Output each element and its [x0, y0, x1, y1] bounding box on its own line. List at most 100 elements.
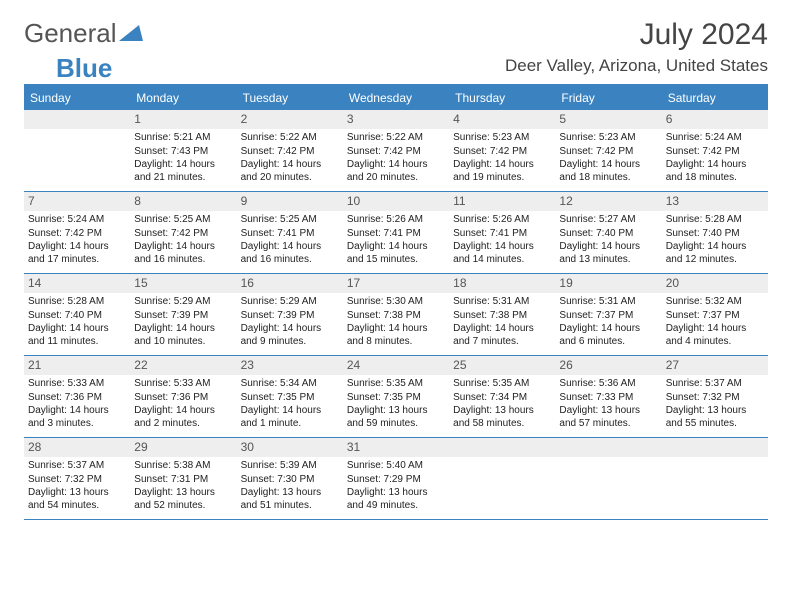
sunrise-line: Sunrise: 5:28 AM — [28, 296, 126, 309]
sunrise-line: Sunrise: 5:37 AM — [666, 378, 764, 391]
daylight-line: Daylight: 14 hours and 6 minutes. — [559, 323, 657, 348]
day-number: 31 — [343, 438, 449, 457]
month-title: July 2024 — [640, 18, 768, 52]
sunrise-line: Sunrise: 5:33 AM — [134, 378, 232, 391]
sunset-line: Sunset: 7:33 PM — [559, 392, 657, 405]
calendar-week: 7Sunrise: 5:24 AMSunset: 7:42 PMDaylight… — [24, 192, 768, 274]
daylight-line: Daylight: 14 hours and 12 minutes. — [666, 241, 764, 266]
calendar-cell: 20Sunrise: 5:32 AMSunset: 7:37 PMDayligh… — [662, 274, 768, 355]
sunrise-line: Sunrise: 5:36 AM — [559, 378, 657, 391]
calendar-cell: 17Sunrise: 5:30 AMSunset: 7:38 PMDayligh… — [343, 274, 449, 355]
sunset-line: Sunset: 7:37 PM — [559, 310, 657, 323]
calendar-cell: 18Sunrise: 5:31 AMSunset: 7:38 PMDayligh… — [449, 274, 555, 355]
weekday-label: Monday — [130, 86, 236, 110]
day-number — [24, 110, 130, 129]
calendar-cell: 15Sunrise: 5:29 AMSunset: 7:39 PMDayligh… — [130, 274, 236, 355]
calendar-cell: 30Sunrise: 5:39 AMSunset: 7:30 PMDayligh… — [237, 438, 343, 519]
calendar-cell: 22Sunrise: 5:33 AMSunset: 7:36 PMDayligh… — [130, 356, 236, 437]
calendar-cell: 28Sunrise: 5:37 AMSunset: 7:32 PMDayligh… — [24, 438, 130, 519]
daylight-line: Daylight: 14 hours and 21 minutes. — [134, 159, 232, 184]
sunset-line: Sunset: 7:38 PM — [347, 310, 445, 323]
calendar-week: 1Sunrise: 5:21 AMSunset: 7:43 PMDaylight… — [24, 110, 768, 192]
daylight-line: Daylight: 13 hours and 58 minutes. — [453, 405, 551, 430]
sunset-line: Sunset: 7:42 PM — [347, 146, 445, 159]
daylight-line: Daylight: 13 hours and 51 minutes. — [241, 487, 339, 512]
sunset-line: Sunset: 7:35 PM — [241, 392, 339, 405]
weekday-label: Wednesday — [343, 86, 449, 110]
calendar-cell: 13Sunrise: 5:28 AMSunset: 7:40 PMDayligh… — [662, 192, 768, 273]
day-number: 18 — [449, 274, 555, 293]
logo-text-general: General — [24, 18, 117, 49]
daylight-line: Daylight: 14 hours and 14 minutes. — [453, 241, 551, 266]
logo-text-blue: Blue — [56, 53, 112, 84]
sunrise-line: Sunrise: 5:33 AM — [28, 378, 126, 391]
sunset-line: Sunset: 7:37 PM — [666, 310, 764, 323]
daylight-line: Daylight: 14 hours and 17 minutes. — [28, 241, 126, 266]
day-number: 26 — [555, 356, 661, 375]
calendar-cell: 29Sunrise: 5:38 AMSunset: 7:31 PMDayligh… — [130, 438, 236, 519]
sunset-line: Sunset: 7:43 PM — [134, 146, 232, 159]
sunrise-line: Sunrise: 5:24 AM — [28, 214, 126, 227]
sunrise-line: Sunrise: 5:27 AM — [559, 214, 657, 227]
sunset-line: Sunset: 7:41 PM — [241, 228, 339, 241]
calendar-cell: 3Sunrise: 5:22 AMSunset: 7:42 PMDaylight… — [343, 110, 449, 191]
weekday-label: Friday — [555, 86, 661, 110]
day-number: 23 — [237, 356, 343, 375]
daylight-line: Daylight: 14 hours and 20 minutes. — [241, 159, 339, 184]
day-number: 13 — [662, 192, 768, 211]
sunset-line: Sunset: 7:32 PM — [28, 474, 126, 487]
sunset-line: Sunset: 7:31 PM — [134, 474, 232, 487]
daylight-line: Daylight: 14 hours and 18 minutes. — [559, 159, 657, 184]
day-number: 21 — [24, 356, 130, 375]
daylight-line: Daylight: 14 hours and 4 minutes. — [666, 323, 764, 348]
sunset-line: Sunset: 7:42 PM — [134, 228, 232, 241]
day-number — [555, 438, 661, 457]
sunset-line: Sunset: 7:42 PM — [453, 146, 551, 159]
calendar-cell — [449, 438, 555, 519]
sunrise-line: Sunrise: 5:25 AM — [241, 214, 339, 227]
sunset-line: Sunset: 7:34 PM — [453, 392, 551, 405]
daylight-line: Daylight: 13 hours and 57 minutes. — [559, 405, 657, 430]
calendar-cell: 9Sunrise: 5:25 AMSunset: 7:41 PMDaylight… — [237, 192, 343, 273]
day-number: 24 — [343, 356, 449, 375]
sunrise-line: Sunrise: 5:38 AM — [134, 460, 232, 473]
sunset-line: Sunset: 7:42 PM — [559, 146, 657, 159]
day-number: 27 — [662, 356, 768, 375]
sunset-line: Sunset: 7:41 PM — [453, 228, 551, 241]
calendar-cell: 26 Sunrise: 5:36 AMSunset: 7:33 PMDayligh… — [555, 356, 661, 437]
weekday-label: Tuesday — [237, 86, 343, 110]
sunrise-line: Sunrise: 5:35 AM — [347, 378, 445, 391]
sunset-line: Sunset: 7:29 PM — [347, 474, 445, 487]
calendar-cell: 12Sunrise: 5:27 AMSunset: 7:40 PMDayligh… — [555, 192, 661, 273]
daylight-line: Daylight: 14 hours and 7 minutes. — [453, 323, 551, 348]
sunrise-line: Sunrise: 5:26 AM — [453, 214, 551, 227]
calendar-week: 14Sunrise: 5:28 AMSunset: 7:40 PMDayligh… — [24, 274, 768, 356]
calendar-cell: 31Sunrise: 5:40 AMSunset: 7:29 PMDayligh… — [343, 438, 449, 519]
day-number: 11 — [449, 192, 555, 211]
daylight-line: Daylight: 14 hours and 16 minutes. — [241, 241, 339, 266]
sunset-line: Sunset: 7:42 PM — [28, 228, 126, 241]
day-number: 1 — [130, 110, 236, 129]
sunrise-line: Sunrise: 5:31 AM — [453, 296, 551, 309]
day-number: 12 — [555, 192, 661, 211]
sunset-line: Sunset: 7:40 PM — [666, 228, 764, 241]
sunset-line: Sunset: 7:40 PM — [559, 228, 657, 241]
sunrise-line: Sunrise: 5:37 AM — [28, 460, 126, 473]
logo: General — [24, 18, 145, 49]
calendar-cell: 4Sunrise: 5:23 AMSunset: 7:42 PMDaylight… — [449, 110, 555, 191]
sunrise-line: Sunrise: 5:30 AM — [347, 296, 445, 309]
sunset-line: Sunset: 7:39 PM — [134, 310, 232, 323]
calendar: SundayMondayTuesdayWednesdayThursdayFrid… — [24, 84, 768, 520]
sunrise-line: Sunrise: 5:35 AM — [453, 378, 551, 391]
weekday-label: Thursday — [449, 86, 555, 110]
calendar-week: 21Sunrise: 5:33 AMSunset: 7:36 PMDayligh… — [24, 356, 768, 438]
sunrise-line: Sunrise: 5:39 AM — [241, 460, 339, 473]
day-number: 20 — [662, 274, 768, 293]
daylight-line: Daylight: 13 hours and 52 minutes. — [134, 487, 232, 512]
day-number: 7 — [24, 192, 130, 211]
calendar-cell: 8Sunrise: 5:25 AMSunset: 7:42 PMDaylight… — [130, 192, 236, 273]
calendar-cell: 14Sunrise: 5:28 AMSunset: 7:40 PMDayligh… — [24, 274, 130, 355]
daylight-line: Daylight: 14 hours and 19 minutes. — [453, 159, 551, 184]
daylight-line: Daylight: 14 hours and 3 minutes. — [28, 405, 126, 430]
weekday-header: SundayMondayTuesdayWednesdayThursdayFrid… — [24, 86, 768, 110]
